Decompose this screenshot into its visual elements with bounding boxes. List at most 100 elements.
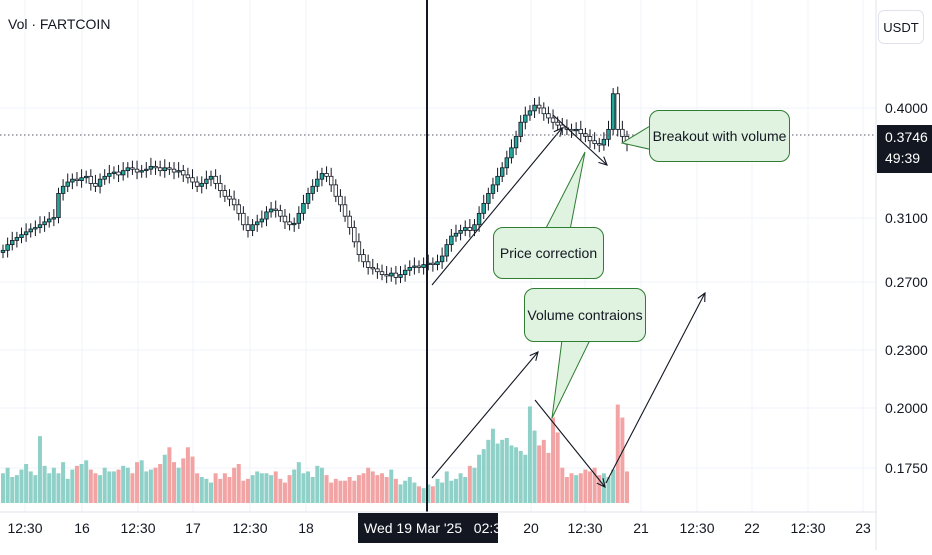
candle <box>245 216 251 238</box>
candle-body <box>435 261 440 265</box>
candle <box>144 162 149 178</box>
candle-body <box>597 143 602 146</box>
volume-bar <box>440 482 445 503</box>
candle-body <box>361 254 366 263</box>
volume-bar <box>111 471 116 503</box>
candle-body <box>227 195 232 200</box>
candle <box>213 169 218 190</box>
candle-body <box>70 178 75 183</box>
currency-button[interactable]: USDT <box>878 10 924 44</box>
candle <box>208 170 214 187</box>
price-tick-label: 0.3100 <box>885 210 928 226</box>
candle <box>587 129 593 148</box>
price-tick-label: 0.1750 <box>885 460 928 476</box>
candle <box>523 106 528 130</box>
volume-bar <box>315 465 320 503</box>
volume-bar <box>102 467 107 503</box>
volume-bar <box>218 478 223 503</box>
volume-bar <box>185 447 190 503</box>
candle-body <box>356 241 362 256</box>
candle <box>296 206 302 229</box>
volume-bar <box>532 430 537 503</box>
volume-bar <box>241 480 246 503</box>
candle <box>573 122 579 137</box>
volume-bar <box>292 469 297 503</box>
time-tick-label: 12:30 <box>790 520 825 536</box>
volume-bar <box>606 477 611 503</box>
volume-bar <box>361 473 366 503</box>
volume-bar <box>389 469 394 503</box>
time-tick-label: 12:30 <box>567 520 602 536</box>
candle <box>111 166 117 180</box>
candle <box>5 237 10 258</box>
candle <box>495 167 500 192</box>
volume-bar <box>47 473 52 503</box>
candle <box>365 254 371 275</box>
candle-body <box>204 178 209 184</box>
candle <box>222 184 228 202</box>
candle <box>402 264 408 282</box>
breakout-note[interactable]: Breakout with volume <box>649 110 790 162</box>
candle <box>601 132 607 151</box>
candle <box>324 166 329 183</box>
candle <box>167 162 172 175</box>
candle-body <box>333 184 338 197</box>
candle <box>185 167 191 184</box>
candle <box>463 220 468 237</box>
candle <box>481 194 486 220</box>
volume-note[interactable]: Volume contraions <box>524 288 646 342</box>
candle <box>162 159 167 178</box>
candle <box>241 206 246 231</box>
volume-bar <box>518 451 523 503</box>
volume-bar <box>421 488 426 503</box>
candle-body <box>199 183 204 187</box>
volume-bar <box>393 478 398 503</box>
volume-bar <box>259 473 264 503</box>
candle <box>88 169 94 191</box>
candle <box>37 216 43 234</box>
candle <box>504 150 510 175</box>
candle <box>416 260 422 274</box>
candle <box>181 164 186 183</box>
candle <box>60 179 66 201</box>
candle-body <box>213 175 218 184</box>
candle-body <box>555 121 560 126</box>
time-tick-label: 17 <box>185 520 201 536</box>
volume-bar <box>79 464 84 503</box>
candle <box>546 106 551 124</box>
volume-bar <box>574 475 579 503</box>
candle <box>398 266 403 284</box>
candle-body <box>282 215 288 223</box>
volume-bar <box>65 478 70 503</box>
volume-bar <box>453 478 458 503</box>
candle-body <box>23 231 29 236</box>
volume-bar <box>319 467 324 503</box>
candle <box>444 238 449 262</box>
candle-body <box>181 170 186 176</box>
candle-body <box>296 212 302 224</box>
volume-bar <box>144 471 149 503</box>
candle <box>255 214 260 232</box>
volume-bar <box>222 473 227 503</box>
correction-note[interactable]: Price correction <box>493 227 604 279</box>
candle <box>509 139 514 164</box>
annotation-arrowhead <box>596 478 606 488</box>
candle <box>130 160 135 175</box>
candle <box>14 231 20 248</box>
candle <box>342 196 348 222</box>
candle-body <box>587 136 593 142</box>
volume-bar <box>597 475 602 503</box>
volume-bar <box>255 471 260 503</box>
volume-bar <box>564 477 569 503</box>
candle-body <box>56 193 61 219</box>
candle <box>42 216 47 232</box>
volume-bar <box>19 469 24 503</box>
candle <box>435 254 440 271</box>
volume-bar <box>162 454 167 503</box>
candle-body <box>527 110 533 116</box>
candle-body <box>116 171 121 176</box>
crosshair-time-label: Wed 19 Mar '25 02:30 <box>364 520 509 536</box>
volume-bar <box>116 469 121 503</box>
